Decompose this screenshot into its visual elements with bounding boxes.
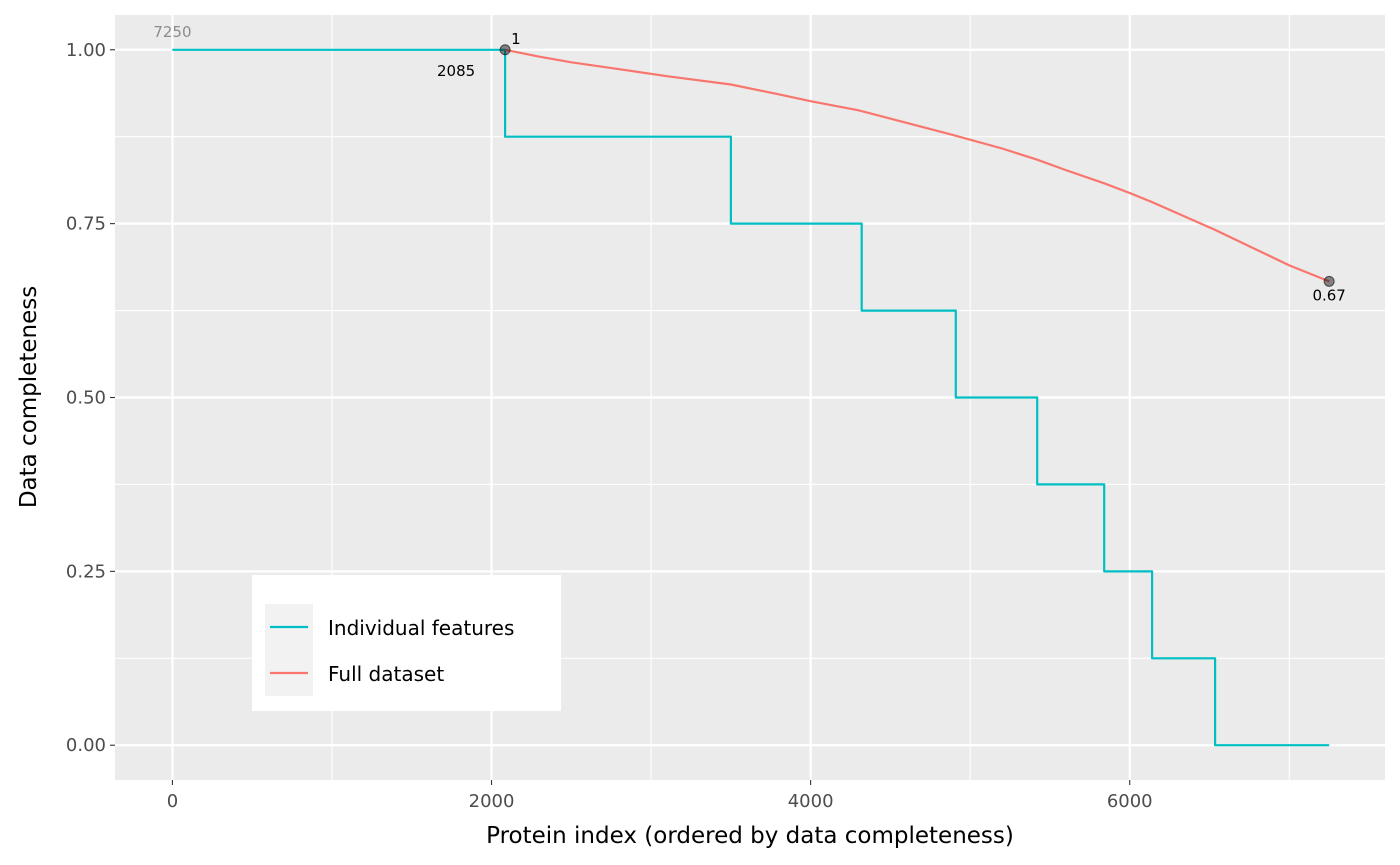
y-tick-label: 0.50: [66, 388, 106, 409]
x-tick-label: 6000: [1107, 791, 1153, 812]
x-tick-label: 0: [167, 791, 178, 812]
x-axis-title: Protein index (ordered by data completen…: [486, 823, 1014, 849]
y-tick-label: 0.75: [66, 214, 106, 235]
series-line-individual-features: [172, 48, 1330, 747]
legend-label-full-dataset: Full dataset: [328, 662, 444, 686]
ticks-layer: 0 2000 4000 6000 0.00 0.25 0.50 0.75 1.00: [66, 40, 1153, 812]
series-layer: [172, 48, 1330, 747]
x-tick-label: 2000: [469, 791, 515, 812]
points-layer: [499, 44, 1335, 287]
legend: Individual features Full dataset: [252, 575, 561, 711]
highlight-point: [1323, 275, 1335, 287]
series-line-full-dataset: [504, 48, 1330, 283]
data-label: 0.67: [1312, 286, 1345, 304]
legend-label-individual-features: Individual features: [328, 616, 514, 640]
x-tick-label: 4000: [788, 791, 834, 812]
data-label: 1: [511, 30, 521, 48]
data-label: 2085: [437, 62, 475, 80]
annotations-layer: 7250 2085 1 0.67: [153, 23, 1346, 305]
data-label: 7250: [153, 23, 191, 41]
y-axis-title: Data completeness: [16, 286, 42, 508]
highlight-point: [499, 44, 511, 56]
y-tick-label: 0.25: [66, 561, 106, 582]
y-tick-label: 0.00: [66, 735, 106, 756]
y-tick-label: 1.00: [66, 40, 106, 61]
